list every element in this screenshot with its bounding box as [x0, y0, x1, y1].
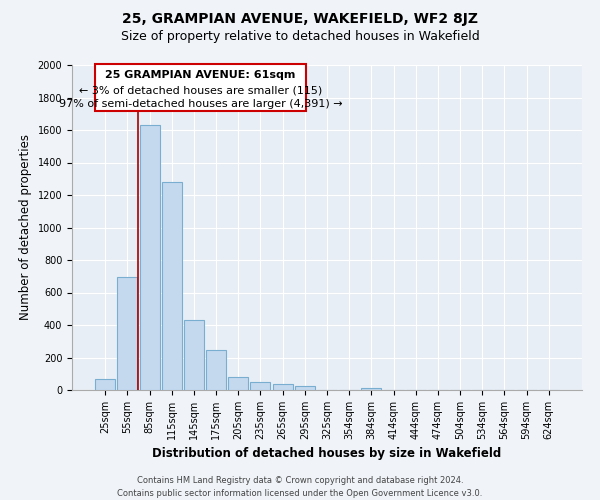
X-axis label: Distribution of detached houses by size in Wakefield: Distribution of detached houses by size …	[152, 448, 502, 460]
Text: 97% of semi-detached houses are larger (4,391) →: 97% of semi-detached houses are larger (…	[59, 99, 343, 109]
Text: Size of property relative to detached houses in Wakefield: Size of property relative to detached ho…	[121, 30, 479, 43]
Bar	[250, 382, 271, 390]
Bar	[295, 386, 315, 390]
Bar	[272, 384, 293, 390]
Bar	[206, 350, 226, 390]
Bar	[162, 182, 182, 390]
Text: 25 GRAMPIAN AVENUE: 61sqm: 25 GRAMPIAN AVENUE: 61sqm	[106, 70, 296, 80]
Bar	[361, 388, 382, 390]
Bar	[140, 125, 160, 390]
Bar	[95, 64, 306, 112]
Bar	[184, 320, 204, 390]
Bar	[95, 379, 115, 390]
Text: Contains HM Land Registry data © Crown copyright and database right 2024.
Contai: Contains HM Land Registry data © Crown c…	[118, 476, 482, 498]
Bar	[118, 278, 137, 390]
Y-axis label: Number of detached properties: Number of detached properties	[19, 134, 32, 320]
Bar	[228, 376, 248, 390]
Text: 25, GRAMPIAN AVENUE, WAKEFIELD, WF2 8JZ: 25, GRAMPIAN AVENUE, WAKEFIELD, WF2 8JZ	[122, 12, 478, 26]
Text: ← 3% of detached houses are smaller (115): ← 3% of detached houses are smaller (115…	[79, 85, 322, 95]
